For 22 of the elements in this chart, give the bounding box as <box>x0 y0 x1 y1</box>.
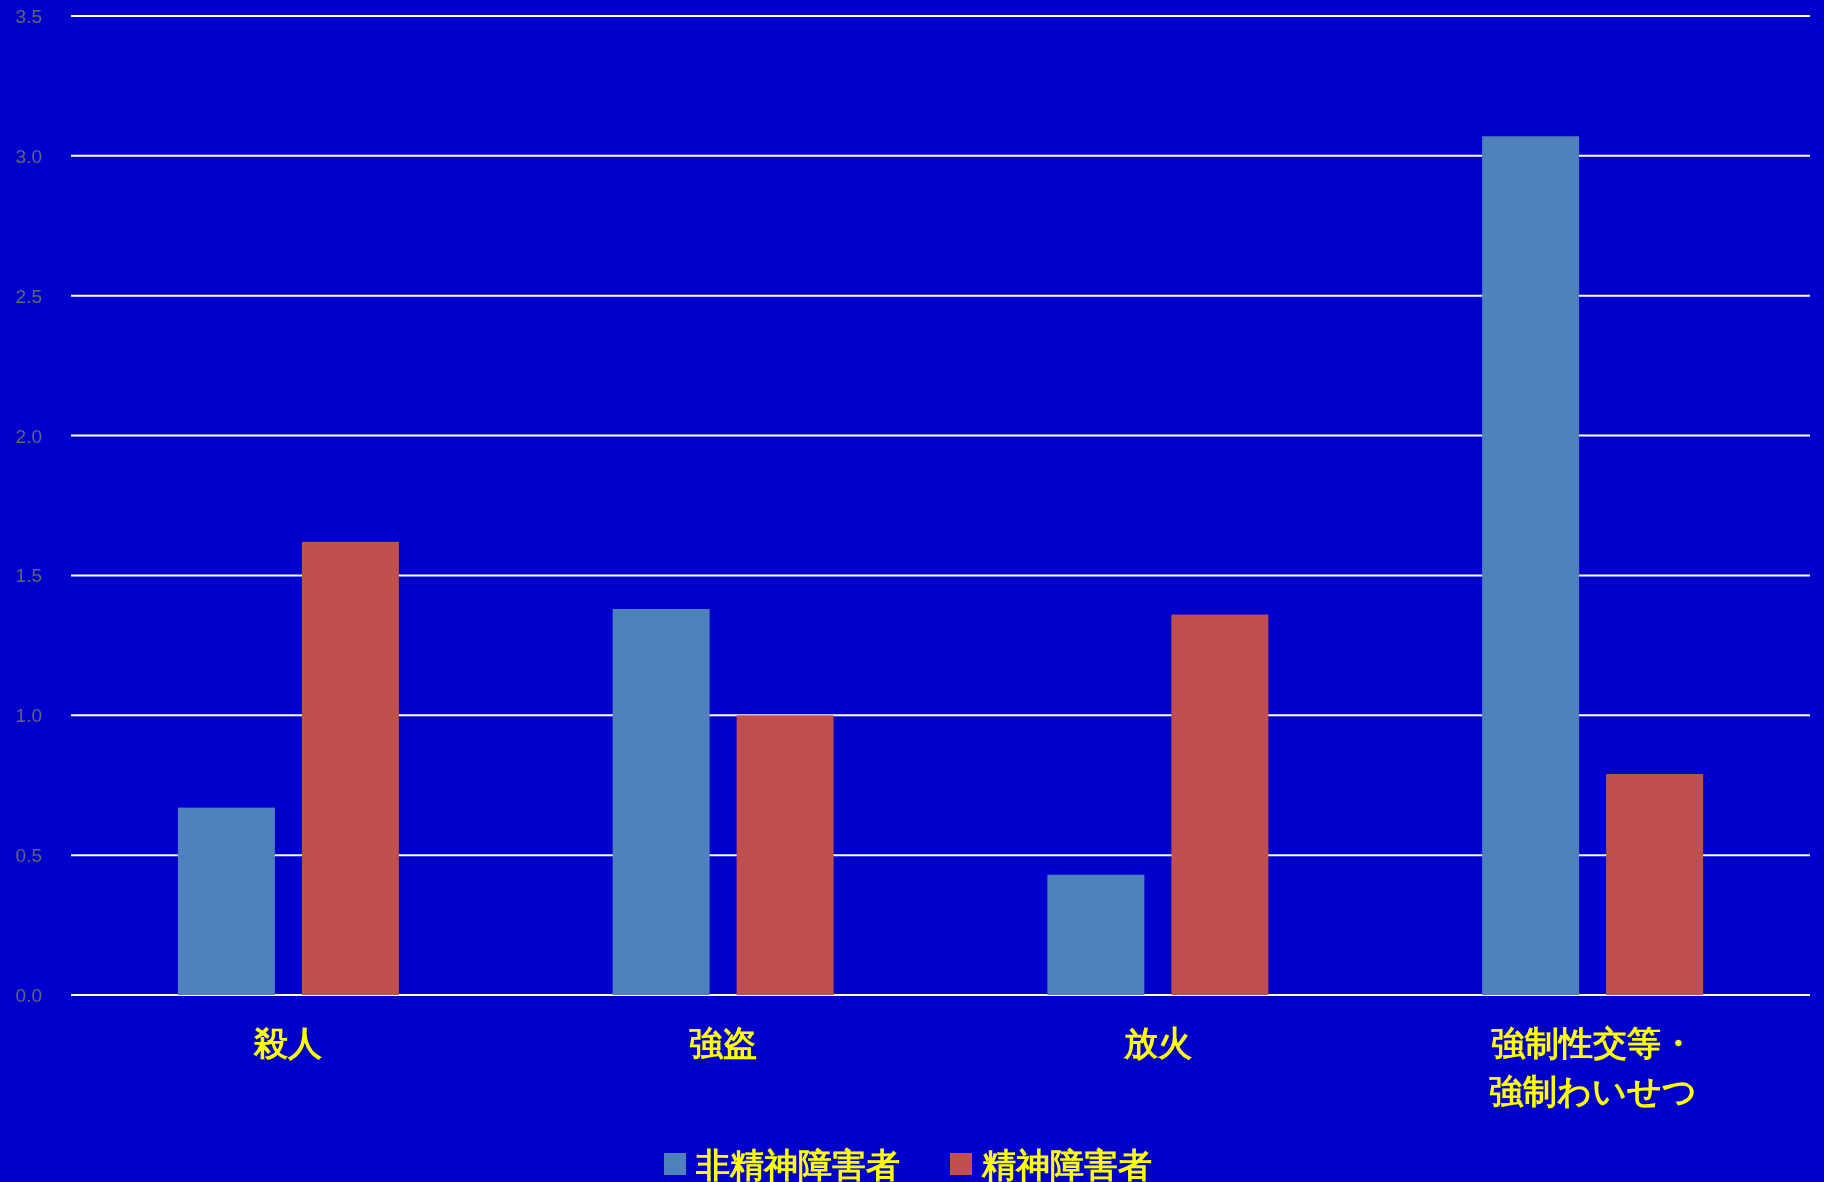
bar <box>301 541 399 995</box>
bar <box>1171 614 1269 995</box>
x-tick-label: 強制性交等・強制わいせつ <box>1488 1023 1697 1111</box>
bar <box>177 807 275 995</box>
legend-label: 非精神障害者 <box>695 1145 900 1182</box>
y-tick-label: 2.0 <box>15 425 42 447</box>
y-tick-label: 2.5 <box>15 285 42 307</box>
y-tick-label: 1.0 <box>15 705 42 727</box>
y-tick-label: 0.0 <box>15 985 42 1006</box>
bar <box>612 608 710 995</box>
bar <box>1606 774 1704 995</box>
bar <box>736 715 834 995</box>
y-tick-label: 3.5 <box>15 6 42 27</box>
y-tick-label: 3.0 <box>15 145 42 167</box>
y-tick-label: 0.5 <box>15 845 42 867</box>
x-tick-label: 強盗 <box>689 1023 758 1063</box>
x-tick-label: 殺人 <box>253 1023 324 1063</box>
y-tick-label: 1.5 <box>15 565 42 587</box>
bar <box>1047 874 1145 995</box>
bar <box>1482 136 1580 995</box>
x-tick-label: 放火 <box>1122 1023 1192 1063</box>
legend-label: 精神障害者 <box>981 1145 1152 1182</box>
